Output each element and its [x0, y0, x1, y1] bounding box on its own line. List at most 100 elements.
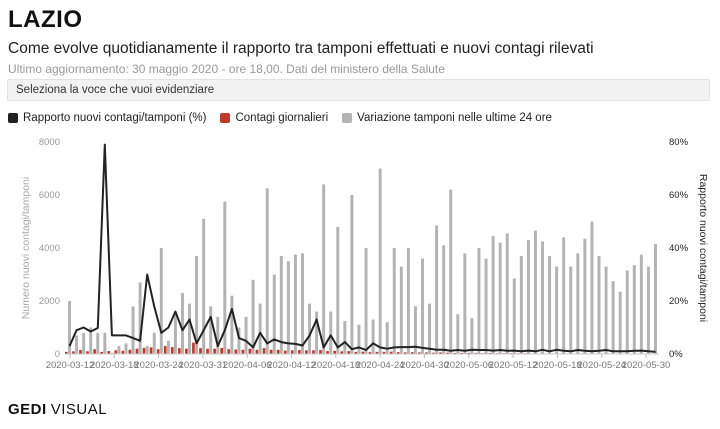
- legend-label-ratio: Rapporto nuovi contagi/tamponi (%): [23, 112, 207, 124]
- cases-bar: [453, 352, 456, 354]
- tests-bar: [569, 266, 573, 354]
- tests-bar: [209, 306, 213, 354]
- tests-bar: [442, 245, 446, 354]
- tests-bar: [251, 279, 255, 354]
- tests-bar: [597, 255, 601, 354]
- y2-tick-label: 40%: [669, 243, 689, 254]
- tests-bar: [180, 293, 184, 354]
- tests-bar: [413, 306, 417, 354]
- tests-bar: [371, 319, 375, 354]
- tests-bar: [541, 241, 545, 354]
- tests-bar: [632, 265, 636, 354]
- tests-bar: [173, 311, 177, 354]
- tests-bar: [138, 282, 142, 354]
- tests-bar: [385, 322, 389, 354]
- tests-bar: [188, 303, 192, 354]
- tests-bar: [477, 248, 481, 354]
- cases-bar: [439, 352, 442, 354]
- x-tick-label: 2020-03-24: [134, 360, 183, 371]
- tests-bar: [308, 303, 312, 354]
- cases-bar: [255, 349, 259, 354]
- tests-bar: [131, 306, 135, 354]
- tests-bar: [583, 238, 587, 354]
- cases-bar: [460, 352, 464, 354]
- x-tick-label: 2020-04-18: [312, 360, 361, 371]
- tests-bar: [202, 218, 206, 354]
- chart-legend: Rapporto nuovi contagi/tamponi (%) Conta…: [8, 112, 566, 124]
- page-title: LAZIO: [8, 6, 83, 33]
- tests-bar: [548, 255, 552, 354]
- tests-bar: [89, 327, 93, 354]
- cases-bar: [86, 351, 89, 354]
- x-tick-label: 2020-03-31: [179, 360, 228, 371]
- legend-item-tests[interactable]: Variazione tamponi nelle ultime 24 ore: [342, 112, 552, 124]
- x-tick-label: 2020-05-30: [622, 360, 671, 371]
- tests-bar: [562, 237, 566, 354]
- tests-bar: [159, 248, 163, 354]
- cases-bar: [227, 349, 231, 354]
- tests-bar: [604, 266, 608, 354]
- cases-bar: [199, 348, 202, 354]
- tests-bar: [470, 318, 474, 354]
- combo-chart: 0 2000 4000 6000 8000 0% 20% 40% 60% 80% Numero nu…: [20, 137, 709, 371]
- tests-bar: [463, 253, 467, 354]
- cases-bar: [114, 350, 118, 354]
- last-updated-note: Ultimo aggiornamento: 30 maggio 2020 - o…: [8, 62, 445, 76]
- cases-bar: [121, 350, 125, 354]
- tests-bar: [329, 311, 333, 354]
- tests-bar: [491, 236, 495, 354]
- tests-bar: [449, 189, 453, 354]
- x-tick-label: 2020-04-30: [400, 360, 449, 371]
- cases-bar: [297, 350, 301, 354]
- cases-bar: [93, 349, 96, 354]
- tests-bar: [117, 346, 121, 354]
- legend-swatch-tests: [342, 113, 353, 123]
- tests-bar: [279, 255, 283, 354]
- x-tick-label: 2020-05-12: [489, 360, 538, 371]
- cases-bar: [474, 352, 478, 354]
- tests-bar: [68, 301, 72, 354]
- x-tick-label: 2020-05-06: [444, 360, 493, 371]
- tests-bar: [244, 316, 248, 354]
- cases-bar: [276, 349, 280, 354]
- cases-bar: [170, 347, 174, 354]
- tests-bar: [406, 248, 410, 354]
- tests-bar: [272, 274, 276, 354]
- y-tick-label: 6000: [39, 190, 60, 201]
- cases-bar: [417, 352, 421, 354]
- cases-bar: [149, 347, 153, 354]
- cases-bar: [340, 351, 344, 354]
- tests-bar: [223, 201, 227, 354]
- tests-bar: [590, 221, 594, 354]
- tests-bar: [336, 226, 340, 354]
- cases-bar: [432, 352, 435, 354]
- tests-bar: [166, 340, 170, 354]
- y-tick-label: 2000: [39, 296, 60, 307]
- tests-bar: [216, 316, 220, 354]
- series-selector-label: Seleziona la voce che vuoi evidenziare: [16, 84, 215, 96]
- tests-bar: [512, 278, 516, 354]
- tests-bar: [350, 195, 354, 354]
- legend-item-ratio[interactable]: Rapporto nuovi contagi/tamponi (%): [8, 112, 206, 124]
- cases-bar: [163, 346, 167, 354]
- legend-item-daily-cases[interactable]: Contagi giornalieri: [220, 112, 328, 124]
- tests-bar: [625, 270, 629, 354]
- cases-bar: [347, 351, 351, 354]
- tests-bar: [75, 335, 79, 354]
- cases-bar: [262, 348, 266, 354]
- tests-bar: [237, 327, 241, 354]
- tests-bar: [110, 352, 114, 354]
- footer-logo: GEDI VISUAL: [8, 401, 107, 418]
- tests-bar: [96, 332, 100, 354]
- cases-bar: [72, 351, 75, 354]
- cases-bar: [220, 347, 224, 354]
- cases-bar: [368, 352, 372, 354]
- tests-bar: [258, 303, 262, 354]
- tests-bar: [519, 255, 523, 354]
- y-axis-title: Numero nuovi contagi/tamponi: [20, 177, 32, 319]
- tests-bar: [265, 188, 269, 354]
- series-selector-dropdown[interactable]: Seleziona la voce che vuoi evidenziare: [7, 79, 710, 101]
- cases-bar: [185, 348, 188, 354]
- cases-bar: [333, 350, 336, 354]
- cases-bar: [375, 351, 379, 354]
